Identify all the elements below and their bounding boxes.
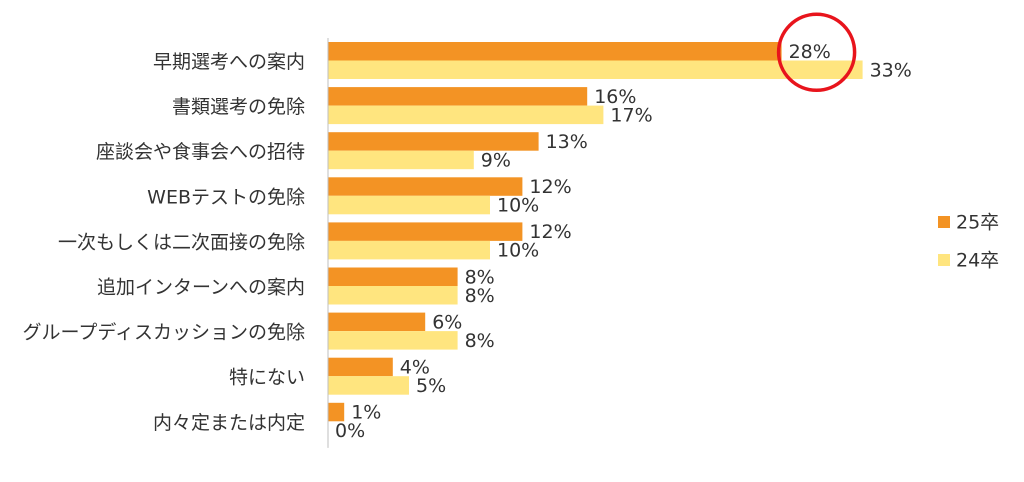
value-label: 0% bbox=[335, 420, 365, 442]
bar-24卒 bbox=[328, 60, 863, 79]
legend-label: 24卒 bbox=[956, 250, 999, 272]
bar-24卒 bbox=[328, 376, 409, 395]
bar-25卒 bbox=[328, 312, 426, 332]
bars-group bbox=[328, 42, 863, 422]
value-label: 4% bbox=[400, 356, 430, 378]
value-label: 1% bbox=[351, 402, 381, 424]
category-label: 座談会や食事会への招待 bbox=[96, 141, 305, 163]
value-label: 12% bbox=[529, 176, 571, 198]
value-label: 16% bbox=[594, 86, 636, 108]
bar-24卒 bbox=[328, 150, 474, 170]
category-label: WEBテストの免除 bbox=[147, 186, 305, 208]
highlight-group bbox=[776, 12, 857, 92]
bar-24卒 bbox=[328, 286, 458, 305]
category-label: 一次もしくは二次面接の免除 bbox=[58, 231, 305, 253]
value-label: 8% bbox=[465, 285, 495, 307]
bar-25卒 bbox=[328, 87, 588, 106]
highlight-circle bbox=[776, 12, 857, 92]
value-label: 10% bbox=[497, 195, 539, 217]
category-label: 書類選考の免除 bbox=[172, 96, 305, 118]
value-label: 13% bbox=[546, 131, 588, 153]
bar-24卒 bbox=[328, 195, 490, 215]
bar-25卒 bbox=[328, 177, 523, 196]
value-label: 17% bbox=[610, 104, 652, 126]
legend-label: 25卒 bbox=[956, 212, 999, 234]
bar-25卒 bbox=[328, 42, 782, 61]
category-label: 早期選考への案内 bbox=[153, 51, 305, 73]
bar-25卒 bbox=[328, 267, 458, 286]
value-label: 6% bbox=[432, 311, 462, 333]
category-label: 内々定または内定 bbox=[153, 412, 305, 434]
bar-24卒 bbox=[328, 105, 604, 125]
category-label: グループディスカッションの免除 bbox=[22, 322, 305, 344]
bar-25卒 bbox=[328, 132, 539, 151]
value-label: 28% bbox=[789, 41, 831, 63]
bar-24卒 bbox=[328, 240, 490, 260]
bar-24卒 bbox=[328, 331, 458, 350]
bar-25卒 bbox=[328, 222, 523, 241]
value-label: 9% bbox=[481, 149, 511, 171]
value-labels: 28%33%16%17%13%9%12%10%12%10%8%8%6%8%4%5… bbox=[335, 41, 912, 442]
bar-25卒 bbox=[328, 402, 345, 422]
value-label: 5% bbox=[416, 375, 446, 397]
legend: 25卒 24卒 bbox=[938, 212, 999, 272]
bar-25卒 bbox=[328, 357, 393, 377]
category-label: 特にない bbox=[229, 367, 305, 389]
legend-swatch bbox=[938, 216, 950, 228]
value-label: 12% bbox=[529, 221, 571, 243]
legend-swatch bbox=[938, 254, 950, 266]
value-label: 10% bbox=[497, 240, 539, 262]
value-label: 8% bbox=[465, 330, 495, 352]
category-label: 追加インターンへの案内 bbox=[97, 277, 305, 299]
value-label: 8% bbox=[465, 266, 495, 288]
value-label: 33% bbox=[870, 59, 912, 81]
